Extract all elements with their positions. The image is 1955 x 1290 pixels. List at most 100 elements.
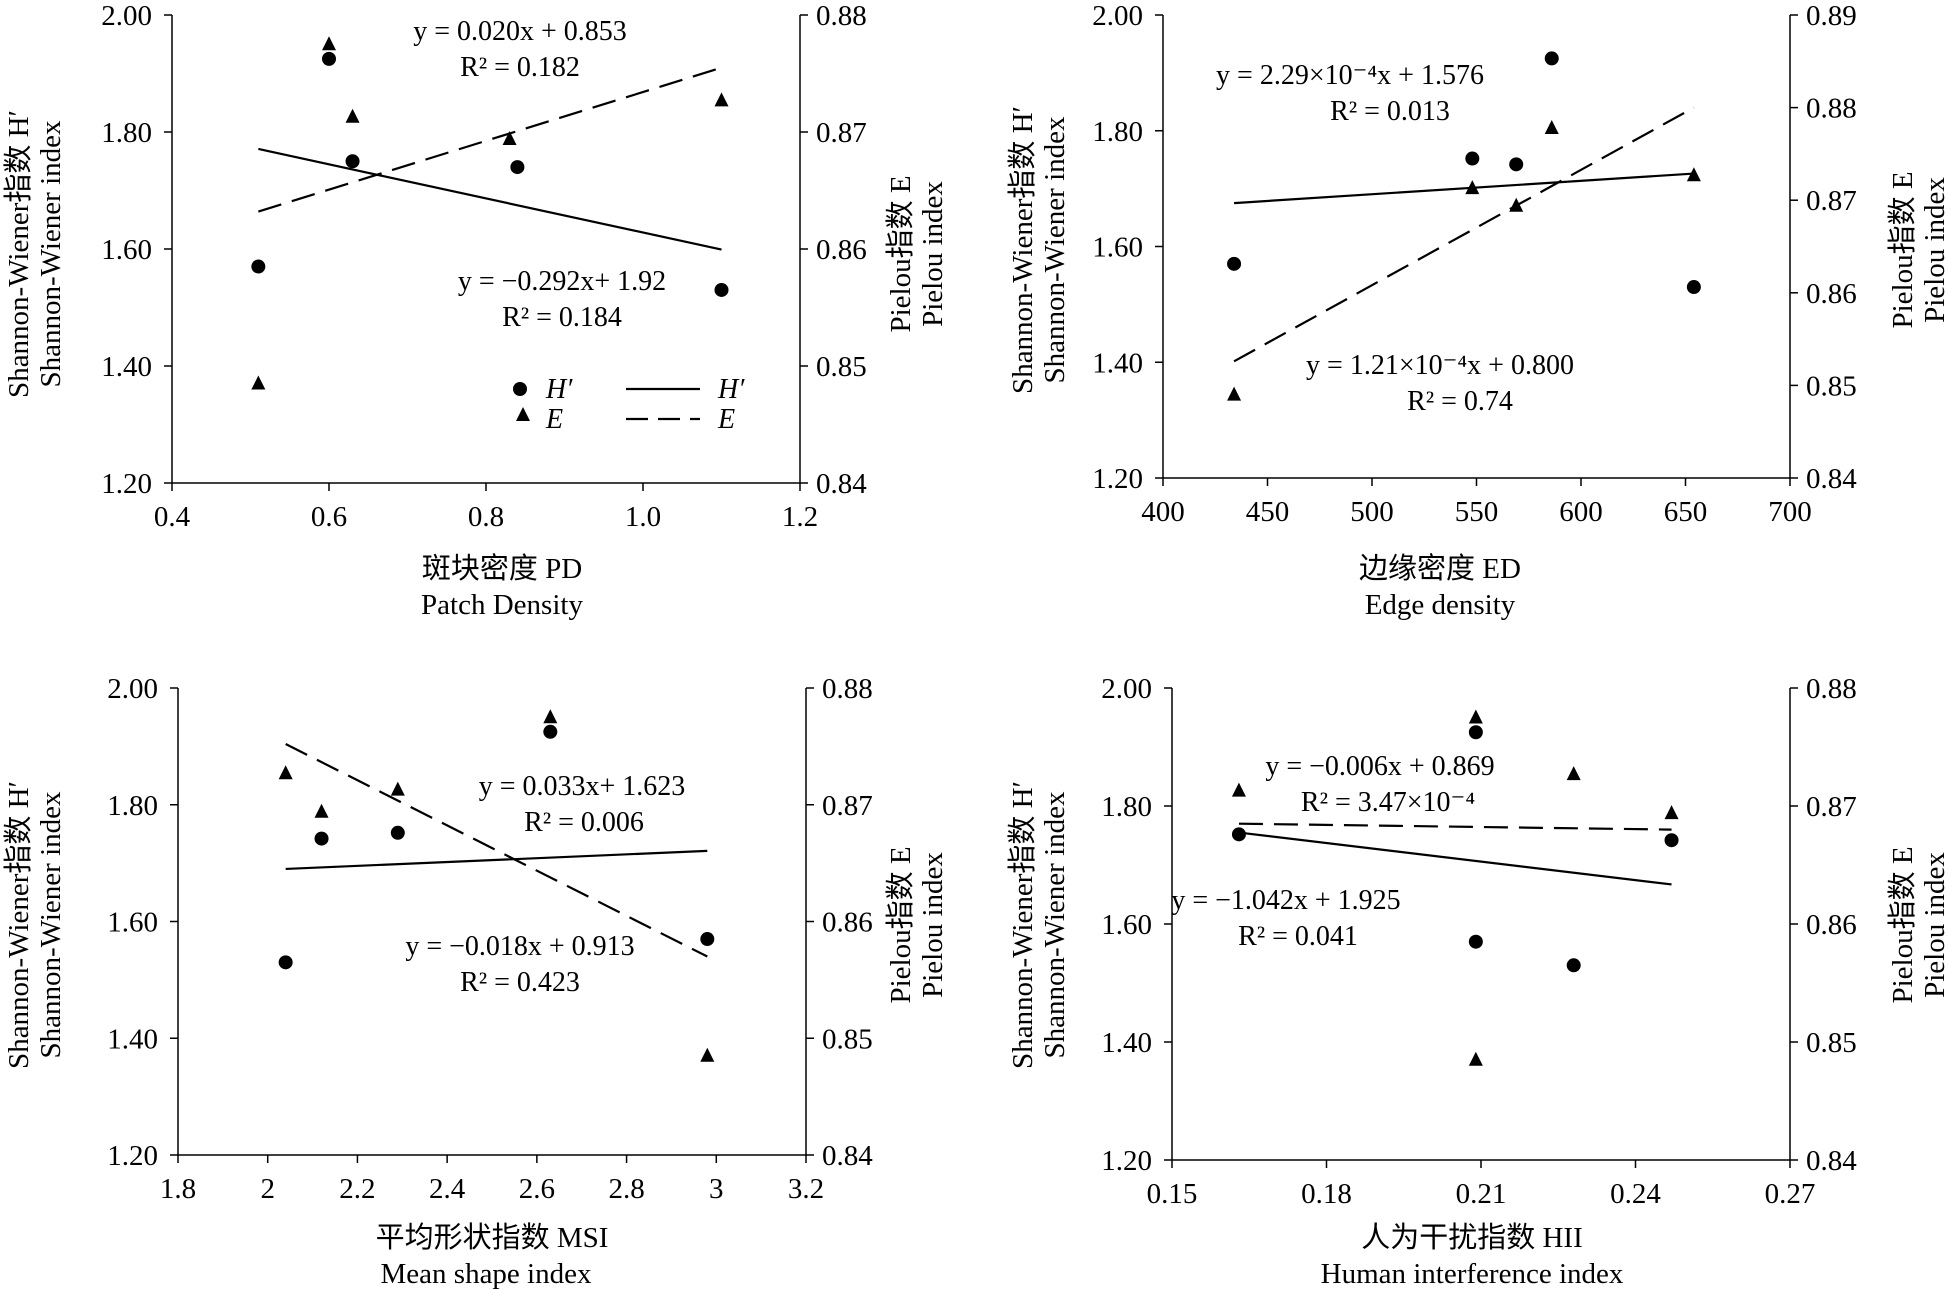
point-h [1468,934,1483,949]
point-e [1686,167,1701,182]
y-right-axis-label-cn: Pielou指数 E [884,846,917,1003]
point-e [278,765,293,780]
trendline-e [1238,822,1672,831]
y-left-axis-label-en: Shannon-Wiener index [35,791,67,1059]
point-h [1465,151,1480,166]
point-e [1468,1051,1483,1066]
point-e [314,803,329,818]
r2-h: R² = 0.184 [502,302,622,333]
x-tick-label: 2.8 [608,1173,644,1205]
x-tick-label: 0.8 [468,501,504,533]
x-tick-label: 2 [260,1173,275,1205]
y-left-axis-label-en: Shannon-Wiener index [1039,791,1071,1059]
x-tick-label: 500 [1350,496,1394,528]
point-e [1566,766,1581,781]
point-h [510,160,525,175]
y-right-tick-label: 0.84 [1806,1145,1857,1177]
legend-circle-marker [513,382,527,396]
y-left-tick-label: 1.40 [107,1023,158,1055]
point-h [543,724,558,739]
equation-h: y = −0.292x+ 1.92 [458,266,666,297]
y-left-tick-label: 1.40 [1101,1027,1152,1059]
y-right-tick-label: 0.87 [1806,185,1857,217]
x-tick-label: 450 [1246,496,1290,528]
r2-h: R² = 0.041 [1238,921,1358,952]
point-h [278,955,293,970]
legend-h-marker-label: H′ [545,374,573,405]
x-tick-label: 3 [709,1173,724,1205]
point-h [1544,51,1559,66]
legend: H′ E H′ E [513,374,745,435]
y-left-tick-label: 1.80 [101,117,152,149]
plot-elements: 400 450 500 550 600 650 700 1.20 1.40 1.60 1.80 2.0… [1092,0,1857,528]
y-right-tick-label: 0.86 [1806,278,1857,310]
y-right-axis-label-en: Pielou index [917,852,949,998]
x-tick-label: 0.24 [1610,1178,1661,1210]
equation-h: y = 0.033x+ 1.623 [479,771,686,802]
r2-e: R² = 0.423 [460,967,580,998]
panel-patch-density: 0.4 0.6 0.8 1.0 1.2 1.20 1.40 1.60 1.80 2.00 0.84 0… [2,0,949,621]
point-e [502,131,517,146]
point-h [1566,958,1581,973]
x-tick-label: 400 [1141,496,1185,528]
y-right-tick-label: 0.86 [816,234,867,266]
y-right-tick-label: 0.87 [1806,791,1857,823]
x-tick-label: 2.6 [519,1173,555,1205]
y-right-tick-label: 0.85 [1806,1027,1857,1059]
x-tick-label: 1.2 [782,501,818,533]
r2-e: R² = 0.182 [460,52,580,83]
point-h [1468,725,1483,740]
y-right-tick-label: 0.88 [822,673,873,705]
y-left-tick-label: 1.80 [107,790,158,822]
y-left-tick-label: 1.80 [1092,116,1143,148]
point-h [390,825,405,840]
r2-e: R² = 3.47×10⁻⁴ [1301,787,1475,818]
y-left-tick-label: 2.00 [107,673,158,705]
y-left-axis-label-en: Shannon-Wiener index [35,120,67,388]
y-right-tick-label: 0.85 [822,1023,873,1055]
x-tick-label: 3.2 [788,1173,824,1205]
x-tick-label: 650 [1664,496,1708,528]
equation-h: y = −1.042x + 1.925 [1171,885,1400,916]
y-right-tick-label: 0.84 [1806,463,1857,495]
point-e [700,1047,715,1062]
y-right-tick-label: 0.86 [1806,909,1857,941]
point-h [1509,157,1524,172]
point-e [251,375,266,390]
y-right-tick-label: 0.87 [822,790,873,822]
point-h [1227,256,1242,271]
y-left-tick-label: 1.40 [1092,347,1143,379]
x-tick-label: 1.0 [625,501,661,533]
x-tick-label: 0.21 [1456,1178,1507,1210]
y-left-axis-label-cn: Shannon-Wiener指数 H′ [2,110,35,398]
point-e [1664,805,1679,820]
point-e [1544,119,1559,134]
x-axis-label-cn: 人为干扰指数 HII [1361,1221,1583,1254]
point-e [322,36,336,51]
x-axis-label-cn: 边缘密度 ED [1359,552,1521,585]
y-right-tick-label: 0.88 [816,0,867,32]
trendline-e [285,743,708,958]
y-right-tick-label: 0.84 [822,1140,873,1172]
point-e [345,108,360,123]
y-left-tick-label: 1.60 [1101,909,1152,941]
point-h [322,51,336,66]
x-axis-label-cn: 斑块密度 PD [422,552,582,585]
x-axis-label-cn: 平均形状指数 MSI [376,1221,609,1254]
x-tick-label: 700 [1768,496,1812,528]
trendline-e [258,66,722,213]
point-e [543,709,558,724]
plot-elements: 0.15 0.18 0.21 0.24 0.27 1.20 1.40 1.60 1.80 2.00… [1101,673,1857,1210]
point-e [1231,782,1246,797]
x-tick-label: 0.4 [154,501,191,533]
y-left-axis-label-cn: Shannon-Wiener指数 H′ [1006,106,1039,394]
y-right-tick-label: 0.88 [1806,673,1857,705]
y-left-tick-label: 1.40 [101,351,152,383]
y-right-tick-label: 0.84 [816,468,867,500]
point-h [1664,833,1679,848]
y-left-tick-label: 1.60 [107,907,158,939]
point-h [314,831,329,846]
point-e [390,781,405,796]
y-left-tick-label: 1.20 [1092,463,1143,495]
